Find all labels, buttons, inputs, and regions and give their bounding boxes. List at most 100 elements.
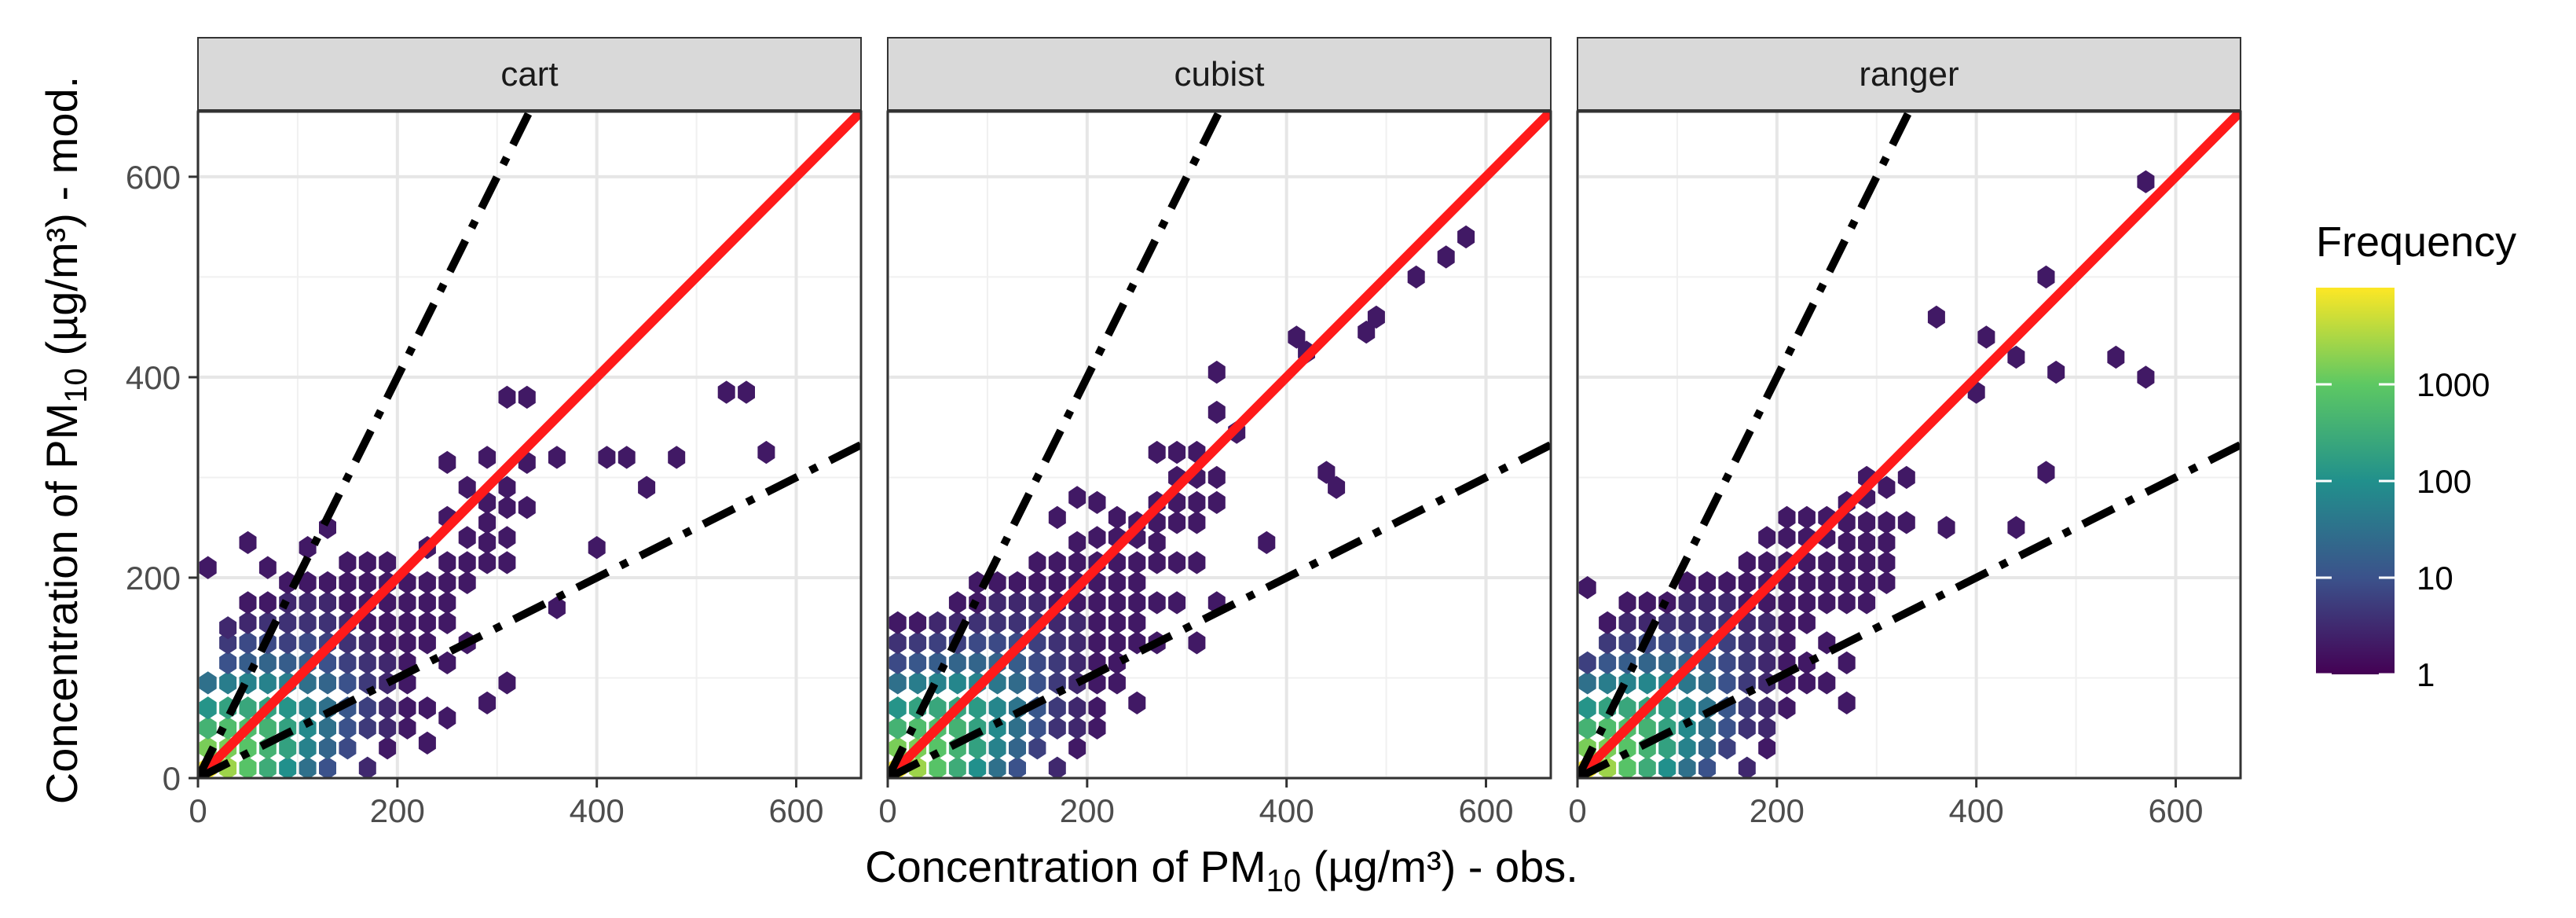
hexbin	[1358, 320, 1376, 344]
hexbin	[1188, 490, 1206, 514]
hexbin	[258, 651, 277, 674]
hexbin	[1698, 591, 1716, 615]
hexbin	[1437, 245, 1455, 269]
hexbin	[339, 671, 357, 695]
hexbin	[1678, 611, 1696, 634]
hexbin	[438, 651, 456, 674]
hexbin	[2137, 365, 2155, 389]
hexbin	[909, 631, 927, 655]
y-tick-label: 400	[126, 359, 181, 396]
y-axis-title-prefix: Concentration of PM	[37, 403, 86, 804]
hexbin	[1578, 576, 1596, 600]
hexbin	[199, 696, 217, 720]
hexbin	[1088, 591, 1106, 615]
hexbin	[1818, 671, 1836, 695]
hexbin	[1878, 511, 1896, 534]
hexbin	[1028, 651, 1046, 674]
hexbin	[258, 716, 277, 740]
x-tick-label: 600	[1458, 792, 1513, 829]
hexbin	[1578, 651, 1596, 674]
hexbin	[1128, 591, 1146, 615]
hexbin	[1317, 461, 1336, 484]
legend-tick-label: 10	[2417, 560, 2453, 597]
hexbin	[1818, 571, 1836, 594]
hexbin	[1618, 756, 1636, 778]
reference-line-2-1-line	[1577, 112, 1913, 778]
hexbin	[379, 651, 397, 674]
hexbin	[1858, 511, 1876, 534]
hexbin	[1718, 571, 1736, 594]
hexbin	[969, 651, 987, 674]
hexbin	[1897, 511, 1915, 534]
hexbin	[1838, 551, 1856, 575]
hexbin	[199, 556, 217, 579]
x-axis-title: Concentration of PM10 (µg/m³) - obs.	[865, 842, 1578, 898]
x-tick-label: 0	[1568, 792, 1586, 829]
hexbin	[1818, 591, 1836, 615]
hexbin	[279, 696, 297, 720]
hexbin	[418, 591, 436, 615]
hexbin	[319, 736, 336, 760]
hexbin	[1108, 571, 1126, 594]
hexbins-cubist	[888, 112, 1551, 778]
reference-line-2-1-line	[888, 112, 1223, 778]
hexbin	[1797, 591, 1816, 615]
hexbin	[418, 731, 436, 755]
hexbin	[1638, 671, 1656, 695]
hexbin	[1188, 631, 1206, 655]
hexbin	[548, 596, 566, 619]
hexbin	[478, 691, 497, 714]
hexbin	[498, 526, 516, 549]
hexbin	[1599, 631, 1617, 655]
hexbin	[299, 696, 317, 720]
hexbin	[1698, 671, 1716, 695]
hexbin	[1758, 696, 1776, 720]
hexbin	[258, 671, 277, 695]
hexbin	[929, 756, 947, 778]
hexbin	[2047, 360, 2065, 384]
strip-ranger	[1577, 37, 2241, 111]
hexbin	[358, 716, 376, 740]
hexbin	[1618, 611, 1636, 634]
hexbin	[358, 571, 376, 594]
hexbin	[1758, 736, 1776, 760]
hexbin	[498, 496, 516, 520]
hexbin	[1028, 671, 1046, 695]
hexbin	[279, 571, 297, 594]
hexbin	[299, 571, 317, 594]
reference-line-1-2-line	[888, 441, 1551, 778]
hexbin	[398, 716, 416, 740]
hexbin	[1028, 571, 1046, 594]
legend-tick-label: 1000	[2417, 366, 2490, 403]
hexbin	[458, 476, 476, 499]
hexbin	[1009, 611, 1026, 634]
hexbin	[1128, 571, 1146, 594]
hexbin	[339, 551, 357, 575]
hexbin	[358, 756, 376, 778]
hexbin	[1048, 651, 1066, 674]
hexbin	[1048, 551, 1066, 575]
hexbin	[1068, 716, 1086, 740]
legend-ticks: 1 10 100 1000	[2316, 366, 2490, 693]
hexbin	[1838, 651, 1856, 674]
hexbin	[339, 571, 357, 594]
hexbin	[1878, 571, 1896, 594]
hexbin	[1148, 440, 1166, 465]
hexbin	[319, 591, 336, 615]
hexbin	[219, 616, 237, 640]
hexbins-ranger	[1577, 112, 2241, 778]
hexbin	[1658, 696, 1676, 720]
hexbin	[1778, 505, 1796, 530]
strip-label-cubist: cubist	[1174, 55, 1265, 94]
hexbin	[1738, 651, 1756, 674]
hexbin	[969, 696, 987, 720]
strip-cart	[197, 37, 862, 111]
x-tick-label: 600	[768, 792, 823, 829]
x-tick-label: 400	[1949, 792, 2004, 829]
hexbin	[478, 446, 497, 469]
hexbin	[279, 651, 297, 674]
x-tick-label: 0	[189, 792, 207, 829]
hexbin	[458, 551, 476, 575]
hexbin	[1618, 631, 1636, 655]
hexbin	[668, 446, 686, 469]
